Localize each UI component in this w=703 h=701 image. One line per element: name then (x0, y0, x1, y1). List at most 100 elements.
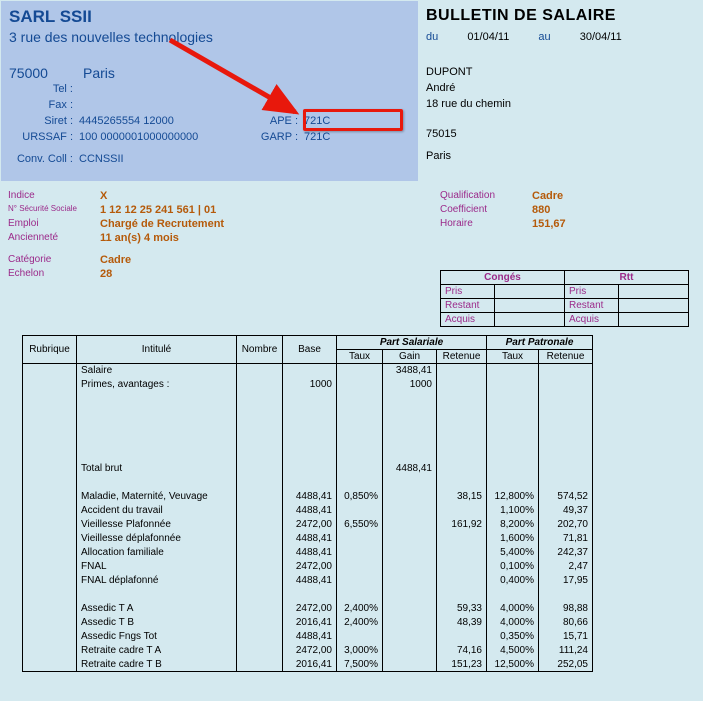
cell (437, 560, 487, 574)
cell (283, 448, 337, 462)
cell: 4488,41 (283, 574, 337, 588)
cell (237, 574, 283, 588)
table-row (23, 448, 593, 462)
payslip-tbody: Salaire3488,41Primes, avantages :1000100… (23, 364, 593, 672)
conv-label: Conv. Coll : (9, 153, 79, 167)
th-sal-retenue: Retenue (437, 350, 487, 364)
cell: 12,800% (487, 490, 539, 504)
cell: Vieillesse déplafonnée (77, 532, 237, 546)
table-row (23, 420, 593, 434)
cell (23, 588, 77, 602)
cell (337, 364, 383, 378)
cell (337, 504, 383, 518)
cell: Salaire (77, 364, 237, 378)
cell (337, 462, 383, 476)
th-part-salariale: Part Salariale (337, 336, 487, 350)
anciennete-label: Ancienneté (8, 232, 100, 244)
cell: 2472,00 (283, 560, 337, 574)
cell: 4488,41 (283, 532, 337, 546)
conges-restant-value (495, 299, 565, 313)
cell: 48,39 (437, 616, 487, 630)
cell: 202,70 (539, 518, 593, 532)
garp-value: 721C (304, 131, 354, 145)
cell (487, 392, 539, 406)
employee-lastname: DUPONT (426, 65, 693, 81)
cell (23, 658, 77, 672)
table-row: Salaire3488,41 (23, 364, 593, 378)
cell (23, 434, 77, 448)
cell (437, 588, 487, 602)
cell (539, 448, 593, 462)
cell: 71,81 (539, 532, 593, 546)
cell (437, 574, 487, 588)
cell (337, 392, 383, 406)
cell: 0,100% (487, 560, 539, 574)
cell: 6,550% (337, 518, 383, 532)
cell (383, 490, 437, 504)
cell (539, 378, 593, 392)
cell: 17,95 (539, 574, 593, 588)
th-intitule: Intitulé (77, 336, 237, 364)
rtt-restant-label: Restant (565, 299, 619, 313)
cell (237, 644, 283, 658)
indice-value: X (100, 190, 107, 202)
table-row: Assedic T B2016,412,400%48,394,000%80,66 (23, 616, 593, 630)
table-row (23, 392, 593, 406)
th-sal-taux: Taux (337, 350, 383, 364)
qualification-label: Qualification (440, 190, 532, 202)
cell (437, 448, 487, 462)
cell: Total brut (77, 462, 237, 476)
th-sal-gain: Gain (383, 350, 437, 364)
payslip-table: Rubrique Intitulé Nombre Base Part Salar… (22, 335, 593, 672)
cell: 0,350% (487, 630, 539, 644)
table-row: Allocation familiale4488,415,400%242,37 (23, 546, 593, 560)
cell (23, 504, 77, 518)
siret-label: Siret : (9, 115, 79, 129)
cell: 0,850% (337, 490, 383, 504)
cell (23, 644, 77, 658)
conges-acquis-value (495, 313, 565, 327)
categorie-label: Catégorie (8, 254, 100, 266)
tel-label: Tel : (9, 83, 79, 97)
table-row (23, 434, 593, 448)
cell (23, 420, 77, 434)
cell: 80,66 (539, 616, 593, 630)
cell (383, 644, 437, 658)
au-label: au (538, 31, 550, 43)
cell (283, 392, 337, 406)
cell (283, 406, 337, 420)
cell (383, 602, 437, 616)
conges-table: CongésRtt PrisPris RestantRestant Acquis… (440, 270, 689, 327)
urssaf-label: URSSAF : (9, 131, 79, 145)
table-row: Vieillesse Plafonnée2472,006,550%161,928… (23, 518, 593, 532)
cell (437, 420, 487, 434)
cell (23, 476, 77, 490)
cell: FNAL (77, 560, 237, 574)
cell: 2,400% (337, 616, 383, 630)
cell (237, 658, 283, 672)
cell (383, 392, 437, 406)
cell (437, 462, 487, 476)
table-row: Retraite cadre T B2016,417,500%151,2312,… (23, 658, 593, 672)
cell (283, 476, 337, 490)
conv-value: CCNSSII (79, 153, 249, 167)
cell (237, 462, 283, 476)
cell (337, 574, 383, 588)
cell (383, 420, 437, 434)
cell (337, 532, 383, 546)
cell: 4,000% (487, 602, 539, 616)
cell (23, 448, 77, 462)
cell: 2472,00 (283, 602, 337, 616)
cell (283, 420, 337, 434)
cell (383, 448, 437, 462)
urssaf-value: 100 0000001000000000 (79, 131, 249, 145)
cell (337, 406, 383, 420)
ape-value: 721C (304, 115, 354, 129)
company-city: Paris (83, 65, 115, 81)
cell: 2016,41 (283, 616, 337, 630)
company-name: SARL SSII (9, 7, 410, 27)
cell (539, 406, 593, 420)
indice-label: Indice (8, 190, 100, 202)
cell: 2,400% (337, 602, 383, 616)
cell (237, 546, 283, 560)
